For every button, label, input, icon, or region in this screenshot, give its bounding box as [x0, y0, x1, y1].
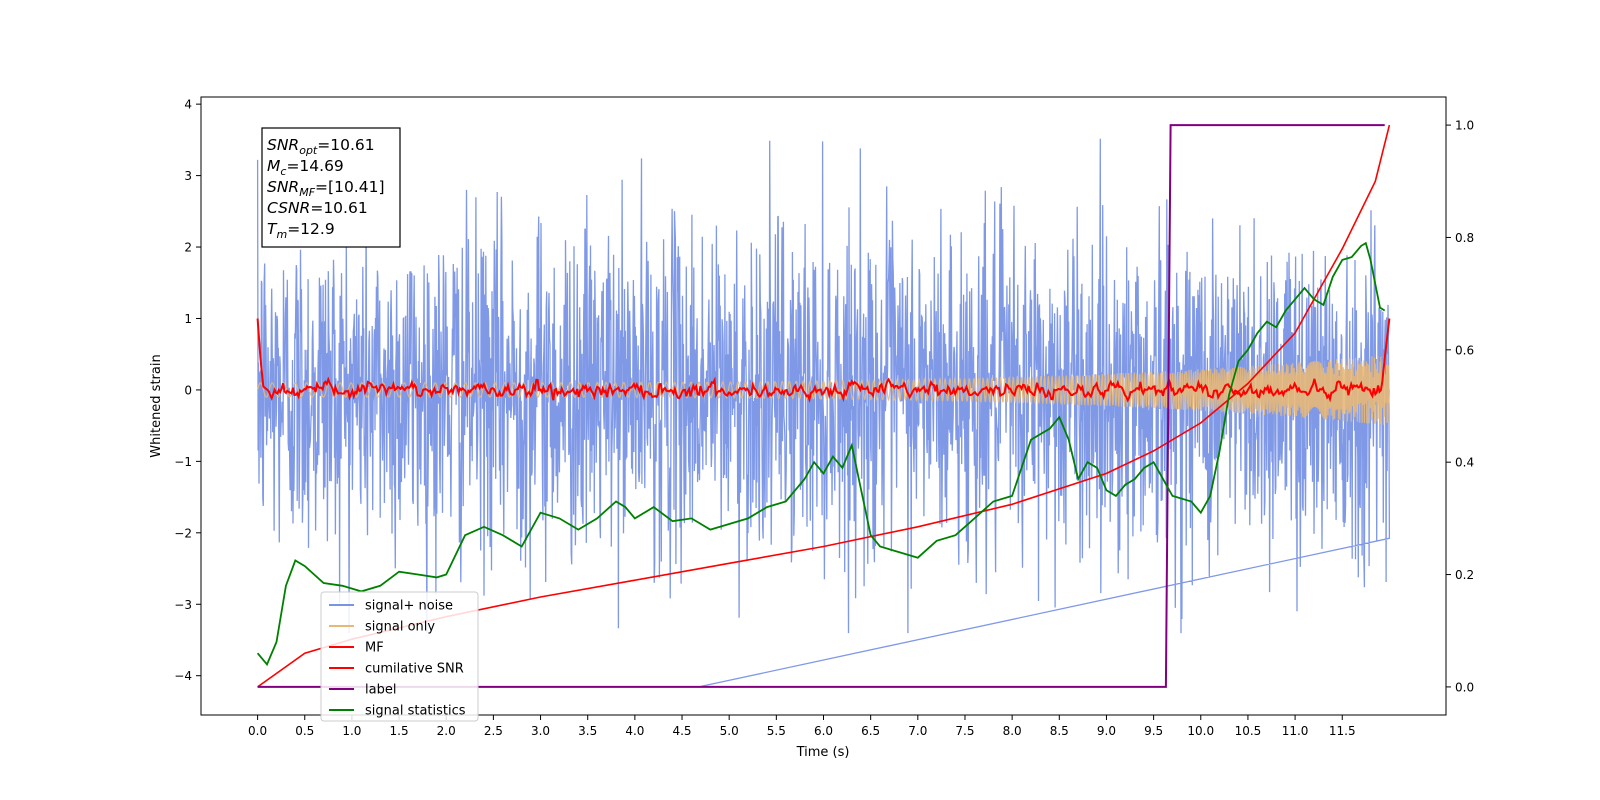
y-tick-label-left: −3: [174, 598, 192, 612]
stats-annotation-box: SNRopt=10.61Mc=14.69SNRMF=[10.41]CSNR=10…: [261, 127, 401, 248]
x-tick-label: 5.5: [767, 724, 786, 738]
legend-label: label: [365, 683, 396, 698]
x-tick-label: 6.5: [861, 724, 880, 738]
y-axis-left: 4 3 2 1 0 −1 −2 −3 −4: [174, 98, 201, 683]
x-tick-label: 4.0: [625, 724, 644, 738]
y-tick-label-right: 1.0: [1455, 119, 1474, 133]
x-tick-label: 5.0: [720, 724, 739, 738]
series-mf: [256, 318, 1391, 404]
x-tick-label: 9.5: [1144, 724, 1163, 738]
x-tick-label: 11.0: [1282, 724, 1309, 738]
x-tick-label: 10.0: [1187, 724, 1214, 738]
legend-label: MF: [365, 641, 384, 656]
series-signal-only: [257, 354, 1390, 425]
x-axis-label: Time (s): [796, 745, 850, 760]
y-tick-label-right: 0.8: [1455, 231, 1474, 245]
annotation-frame: [261, 127, 401, 248]
y-tick-label-left: −4: [174, 669, 192, 683]
x-tick-label: 10.5: [1235, 724, 1262, 738]
x-tick-label: 2.5: [484, 724, 503, 738]
y-tick-label-left: 1: [184, 312, 192, 326]
series-label: [257, 124, 1385, 688]
legend-label: cumilative SNR: [365, 662, 464, 677]
y-tick-label-left: 3: [184, 169, 192, 183]
annotation-line: Tm=12.9: [267, 220, 335, 241]
legend-label: signal only: [365, 620, 435, 635]
y-tick-label-right: 0.6: [1455, 343, 1474, 357]
x-tick-label: 1.5: [390, 724, 409, 738]
x-tick-label: 2.0: [437, 724, 456, 738]
y-axis-label-left: Whitened strain: [149, 354, 164, 457]
x-axis: 0.0 0.5 1.0 1.5 2.0 2.5 3.0 3.5 4.0 4.5 5.0 5.5 6.0 6…: [248, 715, 1356, 738]
y-tick-label-left: −1: [174, 455, 192, 469]
x-tick-label: 7.0: [908, 724, 927, 738]
y-tick-label-right: 0.4: [1455, 456, 1474, 470]
y-tick-label-left: 0: [184, 383, 192, 397]
x-tick-label: 9.0: [1097, 724, 1116, 738]
y-tick-label-left: −2: [174, 526, 192, 540]
annotation-line: SNRMF=[10.41]: [267, 178, 385, 199]
x-tick-label: 0.5: [295, 724, 314, 738]
legend-label: signal+ noise: [365, 599, 453, 614]
annotation-line: SNRopt=10.61: [267, 136, 375, 157]
x-tick-label: 8.0: [1003, 724, 1022, 738]
legend-frame: [320, 591, 479, 722]
x-tick-label: 4.5: [672, 724, 691, 738]
x-tick-label: 11.5: [1329, 724, 1356, 738]
series-signal-statistics: [256, 241, 1386, 667]
legend: signal+ noise signal only MF cumilative SNR…: [320, 591, 479, 722]
y-axis-right: 1.0 0.8 0.6 0.4 0.2 0.0: [1446, 119, 1474, 694]
legend-label: signal statistics: [365, 704, 466, 719]
x-tick-label: 3.0: [531, 724, 550, 738]
x-tick-label: 8.5: [1050, 724, 1069, 738]
x-tick-label: 6.0: [814, 724, 833, 738]
x-tick-label: 1.0: [342, 724, 361, 738]
y-tick-label-right: 0.0: [1455, 680, 1474, 694]
y-tick-label-left: 4: [184, 98, 192, 112]
x-tick-label: 7.5: [955, 724, 974, 738]
x-tick-label: 3.5: [578, 724, 597, 738]
y-tick-label-right: 0.2: [1455, 568, 1474, 582]
x-tick-label: 0.0: [248, 724, 267, 738]
annotation-line: Mc=14.69: [267, 157, 344, 178]
y-tick-label-left: 2: [184, 241, 192, 255]
annotation-line: CSNR=10.61: [267, 199, 368, 217]
